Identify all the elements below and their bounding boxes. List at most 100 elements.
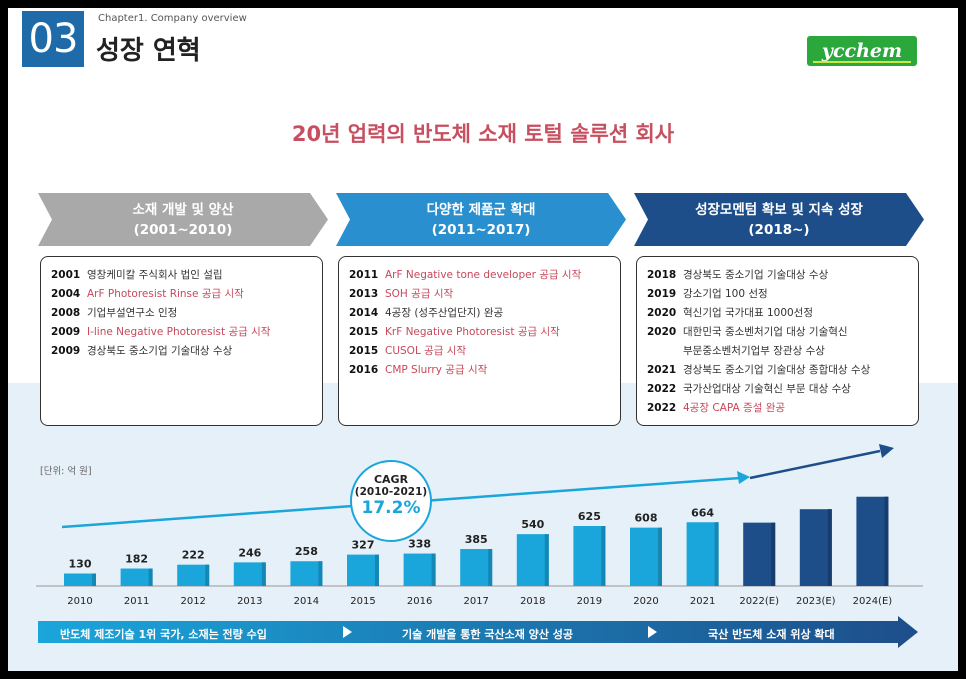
milestone-event: 4공장 CAPA 증설 완공 (683, 402, 786, 414)
bar-value-label: 182 (125, 553, 148, 566)
milestone-row: 2001 영창케미칼 주식회사 법인 설립 (51, 266, 312, 285)
phase-1-arrow: 소재 개발 및 양산 (2001~2010) (38, 193, 328, 246)
phase-1-title: 소재 개발 및 양산 (132, 201, 234, 218)
milestone-year: 2020 (647, 326, 677, 338)
cagr-period: (2010-2021) (354, 486, 428, 498)
phase-3-arrow: 성장모멘텀 확보 및 지속 성장 (2018~) (634, 193, 924, 246)
milestone-year: 2008 (51, 307, 81, 319)
x-tick-label: 2011 (124, 596, 149, 607)
bar-value-label: 130 (69, 558, 92, 571)
bar-shadow (261, 562, 266, 586)
x-tick-label: 2019 (577, 596, 602, 607)
milestone-year: 2001 (51, 269, 81, 281)
growth-trend-line (749, 449, 881, 480)
milestone-year: 2014 (349, 307, 379, 319)
milestone-row: 2020 대한민국 중소벤처기업 대상 기술혁신 부문중소벤처기업부 장관상 수상 (647, 323, 908, 361)
bar (573, 526, 606, 586)
x-tick-label: 2015 (350, 596, 375, 607)
milestone-event: SOH 공급 시작 (385, 288, 454, 300)
milestone-year: 2011 (349, 269, 379, 281)
page-title: 성장 연혁 (96, 36, 201, 66)
main-title: 20년 업력의 반도체 소재 토털 솔루션 회사 (291, 122, 675, 146)
x-tick-label: 2022(E) (739, 596, 779, 607)
milestone-row: 2019 강소기업 100 선정 (647, 285, 908, 304)
phase-1-period: (2001~2010) (133, 221, 233, 238)
x-tick-label: 2021 (690, 596, 715, 607)
milestone-card-3: 2018 경상북도 중소기업 기술대상 수상 2019 강소기업 100 선정 2020… (636, 256, 919, 426)
milestone-event: KrF Negative Photoresist 공급 시작 (385, 326, 560, 338)
milestone-event: 경상북도 중소기업 기술대상 수상 (683, 269, 829, 281)
milestone-row: 2014 4공장 (성주산업단지) 완공 (349, 304, 610, 323)
milestone-event: 경상북도 중소기업 기술대상 수상 (87, 345, 233, 357)
bar-value-label: 222 (182, 549, 205, 562)
milestone-event: 대한민국 중소벤처기업 대상 기술혁신 부문중소벤처기업부 장관상 수상 (683, 326, 848, 357)
bar (403, 553, 436, 586)
x-tick-label: 2018 (520, 596, 545, 607)
phase-2-shape (336, 193, 626, 246)
milestone-row: 2018 경상북도 중소기업 기술대상 수상 (647, 266, 908, 285)
bar (120, 568, 153, 586)
company-logo: ycchem (807, 36, 917, 66)
banner-segment-2: 기술 개발을 통한 국산소재 양산 성공 (402, 628, 573, 641)
banner-segment-1: 반도체 제조기술 1위 국가, 소재는 전량 수입 (60, 628, 267, 641)
milestone-row: 2021 경상북도 중소기업 기술대상 종합대상 수상 (647, 361, 908, 380)
milestone-event: 경상북도 중소기업 기술대상 종합대상 수상 (683, 364, 871, 376)
milestone-event: ArF Photoresist Rinse 공급 시작 (87, 288, 244, 300)
bar (460, 549, 493, 586)
bar-shadow (488, 549, 493, 586)
bottom-banner-arrow (38, 616, 918, 648)
bar (347, 554, 379, 586)
phase-2-period: (2011~2017) (431, 221, 531, 238)
x-tick-label: 2024(E) (853, 596, 893, 607)
banner-segment-3: 국산 반도체 소재 위상 확대 (708, 628, 835, 641)
bar-shadow (205, 564, 210, 586)
milestone-event: ArF Negative tone developer 공급 시작 (385, 269, 582, 281)
bar-value-label: 625 (578, 510, 601, 523)
milestone-year: 2004 (51, 288, 81, 300)
bar-value-label: 338 (408, 538, 431, 551)
milestone-row: 2009 I-line Negative Photoresist 공급 시작 (51, 323, 312, 342)
milestone-year: 2009 (51, 326, 81, 338)
bar-shadow (771, 522, 776, 586)
slide: 03 Chapter1. Company overview 성장 연혁 ycch… (8, 8, 958, 671)
milestone-row: 2015 KrF Negative Photoresist 공급 시작 (349, 323, 610, 342)
chapter-number: 03 (22, 11, 84, 67)
phase-2-title: 다양한 제품군 확대 (426, 201, 536, 218)
x-tick-label: 2016 (407, 596, 432, 607)
x-tick-label: 2010 (67, 596, 92, 607)
milestone-row: 2011 ArF Negative tone developer 공급 시작 (349, 266, 610, 285)
bar (290, 561, 323, 586)
milestone-year: 2019 (647, 288, 677, 300)
x-tick-label: 2017 (463, 596, 488, 607)
milestone-row: 2020 혁신기업 국가대표 1000선정 (647, 304, 908, 323)
bar-value-label: 327 (352, 539, 375, 552)
milestone-year: 2022 (647, 383, 677, 395)
bar-shadow (714, 522, 719, 586)
milestone-year: 2018 (647, 269, 677, 281)
milestone-event: 4공장 (성주산업단지) 완공 (385, 307, 504, 319)
milestone-event: 기업부설연구소 인정 (87, 307, 178, 319)
milestone-event: 국가산업대상 기술혁신 부문 대상 수상 (683, 383, 851, 395)
milestone-year: 2015 (349, 326, 379, 338)
phase-2-arrow: 다양한 제품군 확대 (2011~2017) (336, 193, 626, 246)
bar (799, 509, 832, 586)
bar (64, 573, 96, 586)
milestone-year: 2009 (51, 345, 81, 357)
milestone-row: 2004 ArF Photoresist Rinse 공급 시작 (51, 285, 312, 304)
revenue-bar-chart: 130 2010 182 2011 222 2012 246 2013 258 2014 327 20… (36, 444, 923, 607)
milestone-row: 2022 4공장 CAPA 증설 완공 (647, 399, 908, 418)
bar-shadow (375, 554, 379, 586)
bar-shadow (544, 534, 549, 586)
bar (743, 522, 776, 586)
milestone-row: 2016 CMP Slurry 공급 시작 (349, 361, 610, 380)
milestone-row: 2013 SOH 공급 시작 (349, 285, 610, 304)
phase-3-title: 성장모멘텀 확보 및 지속 성장 (695, 201, 863, 218)
milestone-row: 2015 CUSOL 공급 시작 (349, 342, 610, 361)
milestone-year: 2021 (647, 364, 677, 376)
chapter-label: Chapter1. Company overview (98, 13, 247, 24)
bar (177, 564, 210, 586)
milestone-event: 영창케미칼 주식회사 법인 설립 (87, 269, 223, 281)
milestone-year: 2020 (647, 307, 677, 319)
bar-shadow (318, 561, 323, 586)
phase-3-shape (634, 193, 924, 246)
